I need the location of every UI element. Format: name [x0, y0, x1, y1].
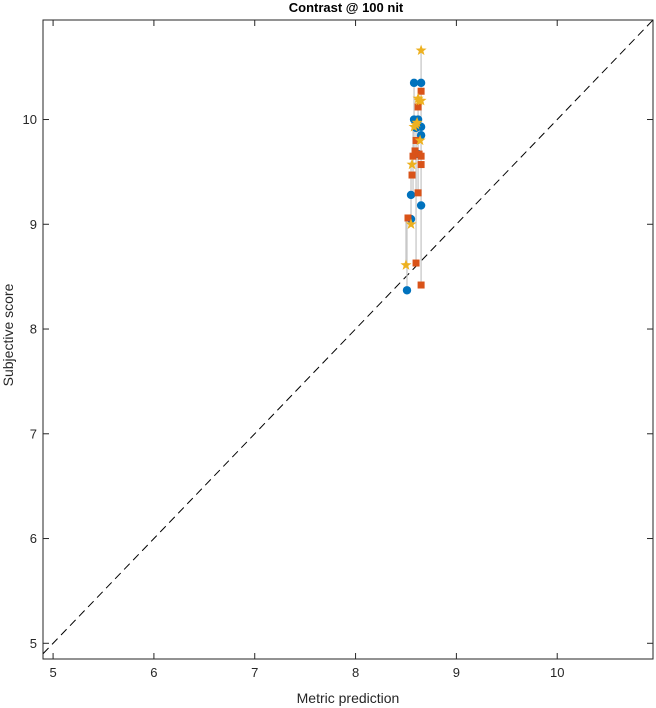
- data-markers: [400, 44, 427, 295]
- square-marker: [412, 136, 420, 144]
- star-marker: [400, 259, 412, 270]
- star-marker: [415, 94, 427, 106]
- y-tick-label: 6: [30, 531, 37, 546]
- y-axis: 5 6 7 8 9 10: [23, 112, 653, 651]
- x-tick-label: 8: [352, 665, 359, 680]
- circle-marker: [416, 78, 426, 88]
- square-marker: [414, 103, 422, 111]
- square-marker: [412, 259, 420, 267]
- x-axis-label: Metric prediction: [297, 690, 400, 706]
- y-tick-label: 5: [30, 636, 37, 651]
- axes-box: [42, 19, 654, 660]
- y-tick-label: 7: [30, 426, 37, 441]
- circle-marker: [409, 78, 419, 88]
- x-tick-label: 5: [49, 665, 56, 680]
- x-tick-label: 6: [150, 665, 157, 680]
- y-tick-label: 9: [30, 217, 37, 232]
- square-marker: [417, 281, 425, 289]
- star-marker: [405, 218, 417, 229]
- square-marker: [417, 161, 425, 169]
- square-marker: [414, 189, 422, 197]
- square-marker: [417, 152, 425, 160]
- square-marker: [408, 171, 416, 179]
- circle-marker: [406, 190, 416, 200]
- x-tick-label: 9: [453, 665, 460, 680]
- star-marker: [415, 44, 427, 56]
- plot-area: [42, 19, 654, 660]
- x-tick-label: 7: [251, 665, 258, 680]
- chart-title: Contrast @ 100 nit: [289, 0, 404, 15]
- star-marker: [411, 116, 423, 128]
- square-marker: [409, 152, 417, 160]
- circle-marker: [416, 201, 426, 210]
- y-axis-label: Subjective score: [0, 283, 16, 386]
- square-marker: [417, 87, 425, 95]
- x-axis: 5 6 7 8 9 10: [49, 20, 564, 680]
- square-marker: [411, 147, 419, 155]
- x-tick-label: 10: [550, 665, 564, 680]
- square-marker: [404, 214, 412, 222]
- star-marker: [414, 134, 426, 146]
- circle-marker: [402, 286, 412, 295]
- reference-diagonal-line: [42, 19, 654, 655]
- star-marker: [406, 158, 418, 170]
- y-tick-label: 10: [23, 112, 37, 127]
- y-tick-label: 8: [30, 322, 37, 337]
